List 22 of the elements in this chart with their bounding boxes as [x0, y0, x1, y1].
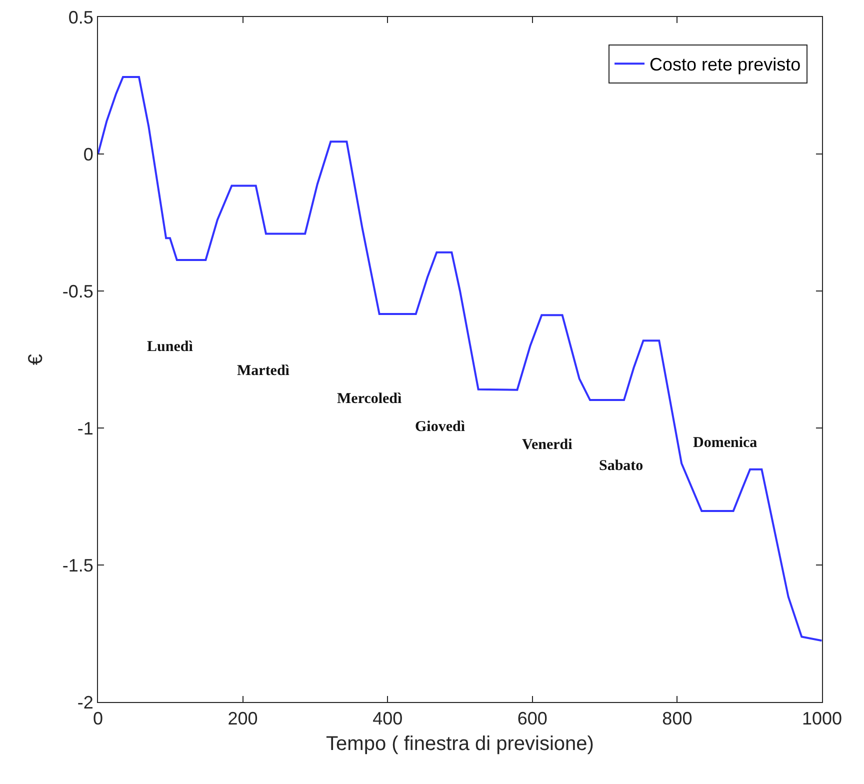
y-tick-label: -2: [77, 692, 94, 712]
y-axis-title: €: [24, 354, 47, 366]
y-tick-label: -1.5: [62, 555, 94, 576]
x-tick-label: 600: [517, 708, 548, 729]
x-tick-label: 400: [372, 708, 403, 729]
y-tick-label: 0: [83, 144, 94, 164]
x-tick-label: 200: [228, 708, 258, 729]
annotation: Domenica: [693, 435, 758, 451]
y-tick-label: -1: [77, 418, 94, 438]
annotation: Lunedì: [147, 339, 193, 355]
annotation: Venerdi: [522, 437, 572, 453]
y-tick-label: 0.5: [68, 7, 94, 28]
y-tick-label: -0.5: [62, 281, 94, 302]
x-tick-label: 800: [662, 708, 692, 729]
legend-label: Costo rete previsto: [650, 54, 801, 75]
line-series: [98, 76, 822, 642]
annotation: Giovedì: [415, 419, 466, 435]
x-axis-title: Tempo ( finestra di previsione): [326, 733, 594, 756]
annotation: Martedì: [237, 363, 290, 379]
x-tick-label: 1000: [802, 708, 842, 729]
annotation: Sabato: [599, 458, 644, 474]
annotation: Mercoledì: [337, 391, 402, 407]
